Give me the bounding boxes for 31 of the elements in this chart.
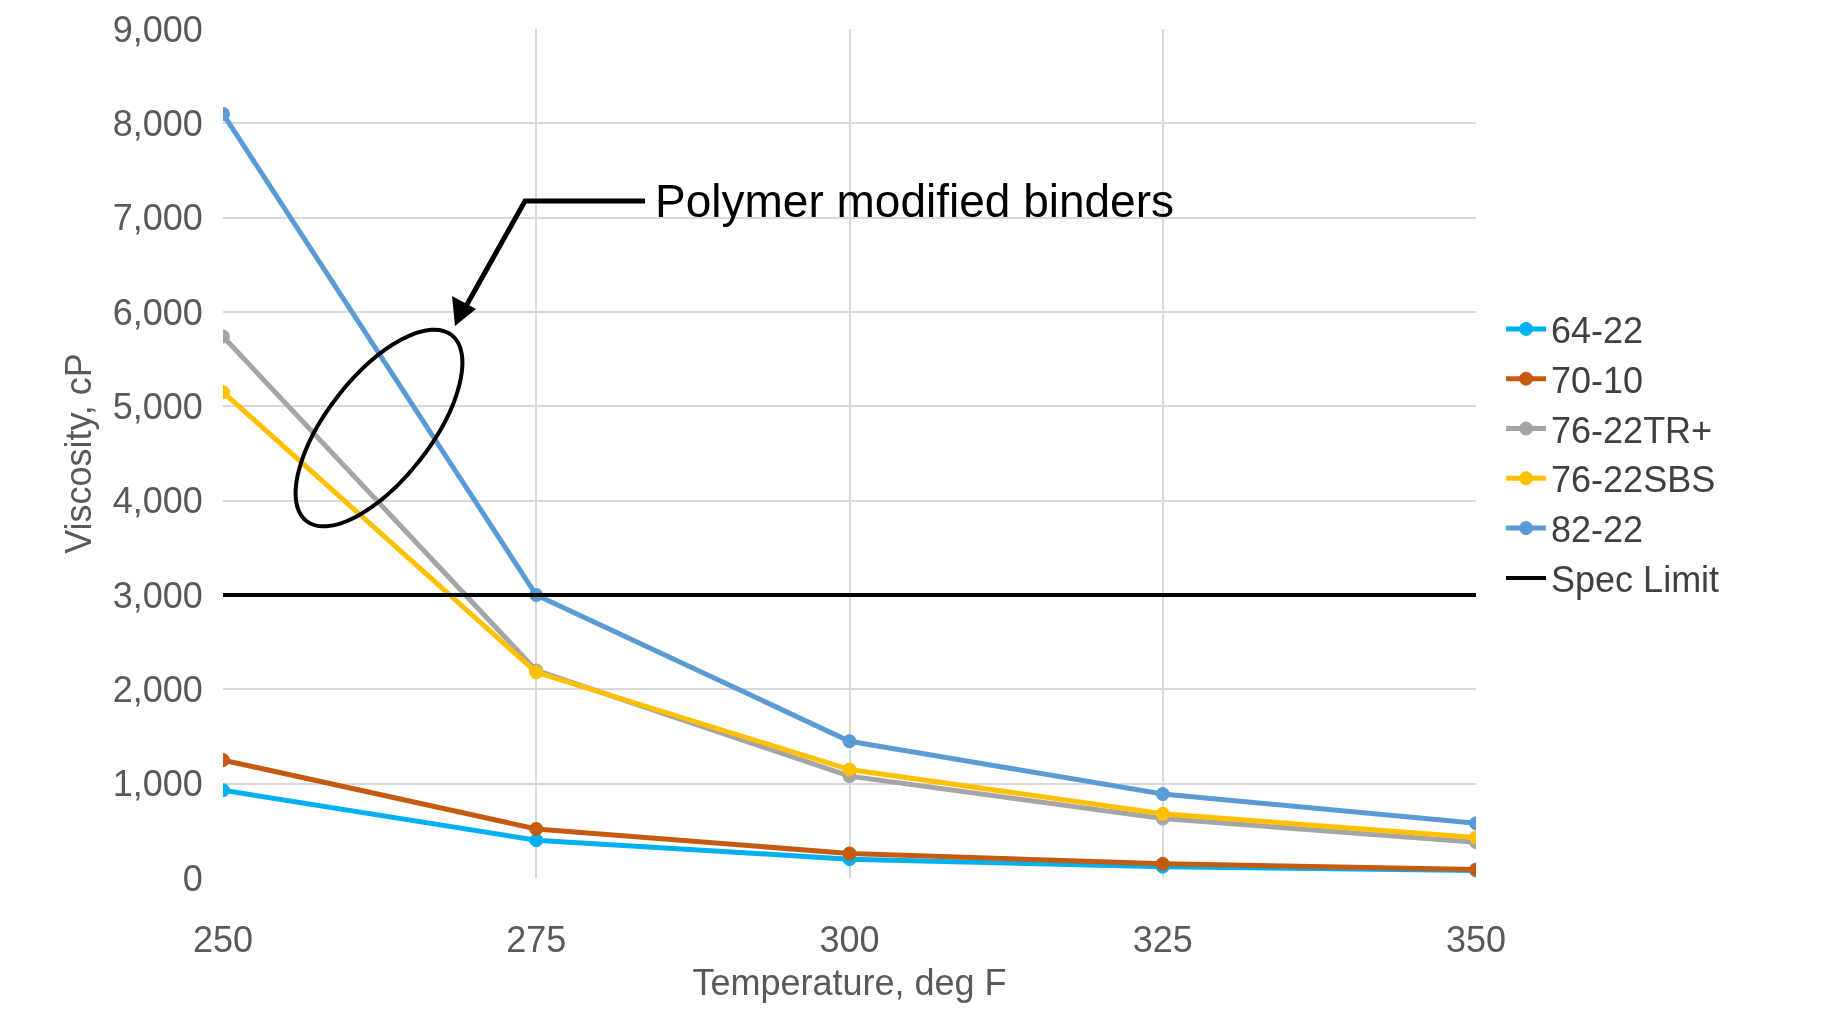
point [529,821,544,836]
y-axis-title: Viscosity, cP [57,353,99,554]
x-tick-label: 300 [819,919,880,961]
annotation: Polymer modified binders [655,175,1175,227]
y-tick-label: 4,000 [112,480,203,522]
y-tick-label: 0 [182,857,203,899]
y-tick-label: 5,000 [112,385,203,427]
legend-label: 82-22 [1551,509,1644,551]
x-tick-label: 250 [192,919,254,961]
y-tick-label: 2,000 [112,668,203,710]
x-tick-label: 275 [506,919,567,961]
point [1155,787,1170,802]
y-tick-label: 7,000 [112,197,203,239]
ref-line-label: Spec Limit [1551,558,1720,600]
x-tick-label: 325 [1132,919,1193,961]
point [842,734,857,749]
y-tick-label: 8,000 [112,102,203,144]
legend-label: 76-22TR+ [1551,409,1713,451]
y-tick-label: 3,000 [112,574,203,616]
y-tick-label: 6,000 [112,291,203,333]
legend-label: 70-10 [1551,359,1644,401]
x-tick-label: 350 [1445,919,1507,961]
point [1155,806,1170,821]
point [529,833,544,848]
legend-label: 76-22SBS [1551,459,1716,501]
y-tick-label: 1,000 [112,763,203,805]
y-tick-label: 9,000 [112,8,203,50]
point [842,846,857,861]
x-axis-title: Temperature, deg F [692,961,1007,1003]
legend-label: 64-22 [1551,309,1644,351]
point [842,762,857,777]
